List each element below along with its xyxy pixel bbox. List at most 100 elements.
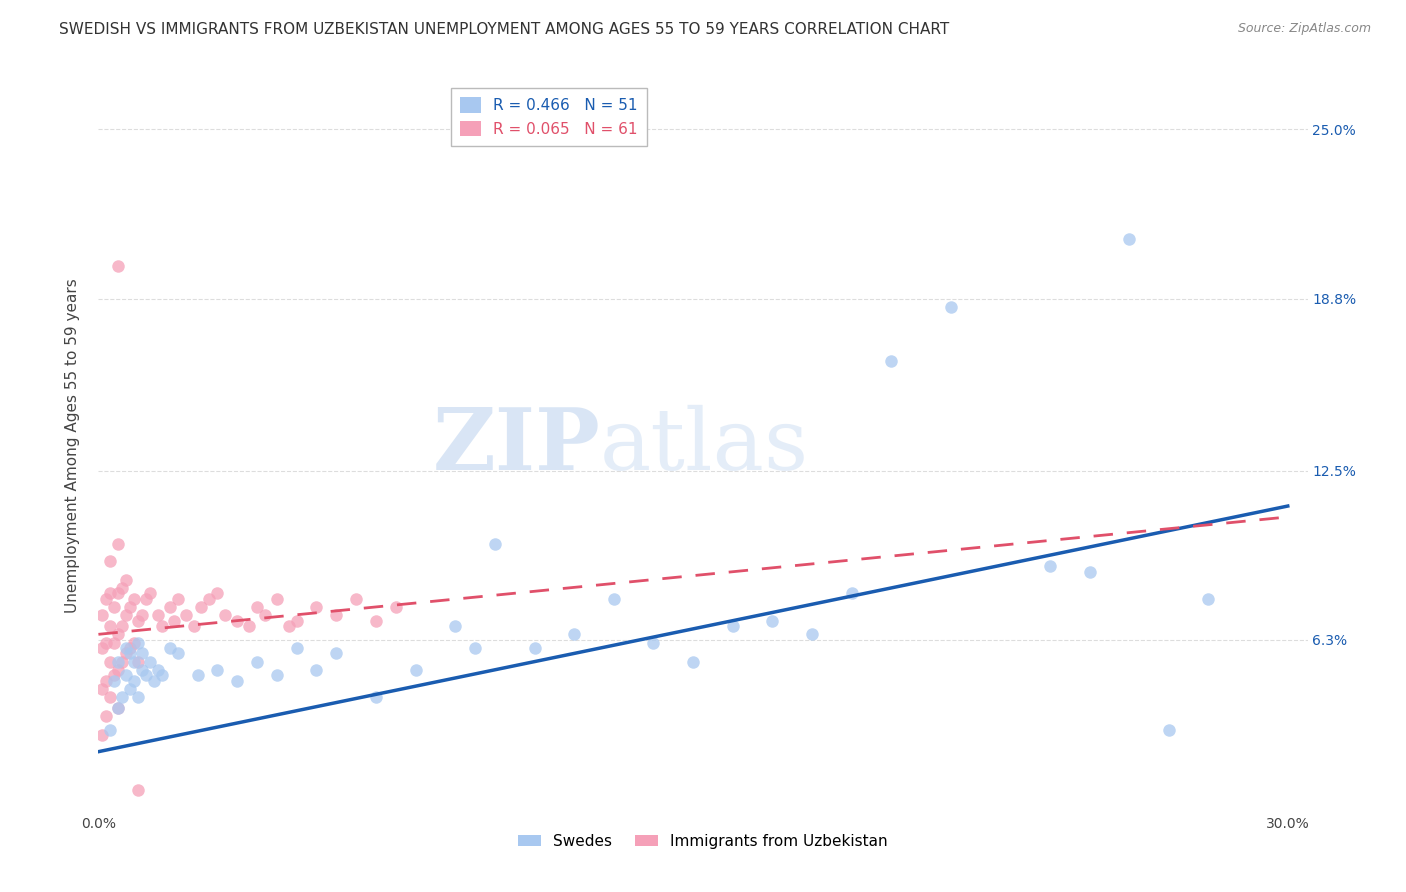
Point: [305, 663, 328, 677]
Point: [603, 591, 626, 606]
Point: [96, 709, 118, 723]
Point: [107, 655, 129, 669]
Point: [246, 600, 269, 615]
Point: [142, 673, 165, 688]
Point: [174, 608, 197, 623]
Point: [122, 635, 145, 649]
Point: [721, 619, 744, 633]
Point: [207, 663, 229, 677]
Point: [107, 537, 129, 551]
Point: [643, 635, 665, 649]
Point: [111, 619, 134, 633]
Point: [939, 300, 962, 314]
Point: [163, 614, 186, 628]
Point: [166, 591, 188, 606]
Point: [127, 614, 149, 628]
Point: [91, 608, 114, 623]
Point: [523, 640, 546, 655]
Point: [127, 690, 149, 704]
Point: [107, 701, 129, 715]
Point: [562, 627, 585, 641]
Point: [107, 627, 129, 641]
Point: [266, 591, 288, 606]
Point: [131, 647, 153, 661]
Point: [384, 600, 406, 615]
Point: [214, 608, 236, 623]
Point: [107, 701, 129, 715]
Point: [880, 354, 903, 368]
Point: [91, 681, 114, 696]
Point: [139, 586, 162, 600]
Point: [127, 783, 149, 797]
Point: [198, 591, 221, 606]
Point: [107, 259, 129, 273]
Point: [305, 600, 328, 615]
Point: [139, 655, 162, 669]
Point: [98, 690, 121, 704]
Y-axis label: Unemployment Among Ages 55 to 59 years: Unemployment Among Ages 55 to 59 years: [65, 278, 80, 614]
Point: [1039, 559, 1062, 574]
Point: [226, 614, 249, 628]
Point: [120, 647, 142, 661]
Point: [111, 690, 134, 704]
Point: [120, 640, 142, 655]
Point: [91, 640, 114, 655]
Point: [405, 663, 427, 677]
Point: [98, 655, 121, 669]
Point: [150, 668, 173, 682]
Point: [122, 673, 145, 688]
Point: [682, 655, 704, 669]
Point: [103, 668, 125, 682]
Point: [1157, 723, 1180, 737]
Point: [159, 600, 181, 615]
Point: [1118, 231, 1140, 245]
Point: [190, 600, 212, 615]
Point: [246, 655, 269, 669]
Point: [115, 647, 138, 661]
Point: [238, 619, 260, 633]
Point: [107, 586, 129, 600]
Point: [103, 635, 125, 649]
Point: [131, 608, 153, 623]
Point: [266, 668, 288, 682]
Point: [325, 647, 347, 661]
Point: [285, 640, 308, 655]
Text: SWEDISH VS IMMIGRANTS FROM UZBEKISTAN UNEMPLOYMENT AMONG AGES 55 TO 59 YEARS COR: SWEDISH VS IMMIGRANTS FROM UZBEKISTAN UN…: [59, 22, 949, 37]
Point: [159, 640, 181, 655]
Point: [186, 668, 208, 682]
Point: [115, 573, 138, 587]
Point: [146, 608, 169, 623]
Point: [364, 690, 387, 704]
Legend: Swedes, Immigrants from Uzbekistan: Swedes, Immigrants from Uzbekistan: [512, 828, 894, 855]
Point: [115, 608, 138, 623]
Point: [801, 627, 824, 641]
Point: [135, 591, 157, 606]
Point: [166, 647, 188, 661]
Point: [325, 608, 347, 623]
Point: [122, 591, 145, 606]
Point: [761, 614, 783, 628]
Point: [444, 619, 467, 633]
Point: [464, 640, 486, 655]
Point: [111, 655, 134, 669]
Point: [115, 640, 138, 655]
Point: [285, 614, 308, 628]
Point: [344, 591, 367, 606]
Point: [207, 586, 229, 600]
Point: [253, 608, 276, 623]
Point: [96, 635, 118, 649]
Text: atlas: atlas: [600, 404, 810, 488]
Point: [150, 619, 173, 633]
Text: ZIP: ZIP: [433, 404, 600, 488]
Point: [96, 591, 118, 606]
Point: [98, 586, 121, 600]
Point: [91, 728, 114, 742]
Point: [135, 668, 157, 682]
Point: [103, 673, 125, 688]
Point: [120, 600, 142, 615]
Point: [120, 681, 142, 696]
Point: [484, 537, 506, 551]
Point: [98, 619, 121, 633]
Point: [115, 668, 138, 682]
Point: [111, 581, 134, 595]
